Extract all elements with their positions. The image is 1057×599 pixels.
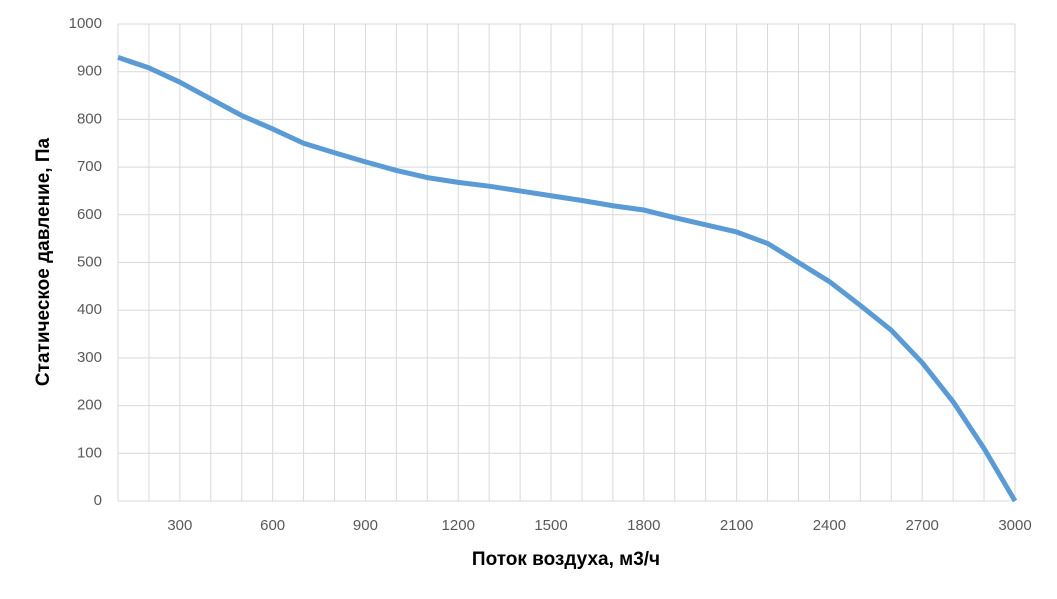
x-tick-label: 2400 bbox=[813, 517, 846, 534]
x-tick-label: 1500 bbox=[534, 517, 567, 534]
y-tick-label: 600 bbox=[77, 206, 102, 223]
y-tick-label: 800 bbox=[77, 110, 102, 127]
x-tick-label: 600 bbox=[260, 517, 285, 534]
y-tick-label: 200 bbox=[77, 397, 102, 414]
x-tick-label: 300 bbox=[167, 517, 192, 534]
y-tick-label: 100 bbox=[77, 444, 102, 461]
x-tick-label: 2700 bbox=[906, 517, 939, 534]
x-tick-label: 2100 bbox=[720, 517, 753, 534]
y-tick-label: 700 bbox=[77, 158, 102, 175]
y-tick-label: 1000 bbox=[69, 15, 102, 32]
x-tick-label: 900 bbox=[353, 517, 378, 534]
y-tick-label: 0 bbox=[94, 492, 102, 509]
y-tick-label: 400 bbox=[77, 301, 102, 318]
x-tick-label: 1200 bbox=[442, 517, 475, 534]
y-tick-label: 300 bbox=[77, 349, 102, 366]
y-tick-label: 500 bbox=[77, 253, 102, 270]
x-axis-title: Поток воздуха, м3/ч bbox=[472, 549, 660, 570]
y-axis-title: Статическое давление, Па bbox=[33, 137, 54, 386]
x-tick-label: 1800 bbox=[627, 517, 660, 534]
y-tick-label: 900 bbox=[77, 63, 102, 80]
line-series bbox=[117, 55, 1018, 503]
x-tick-label: 3000 bbox=[998, 517, 1031, 534]
